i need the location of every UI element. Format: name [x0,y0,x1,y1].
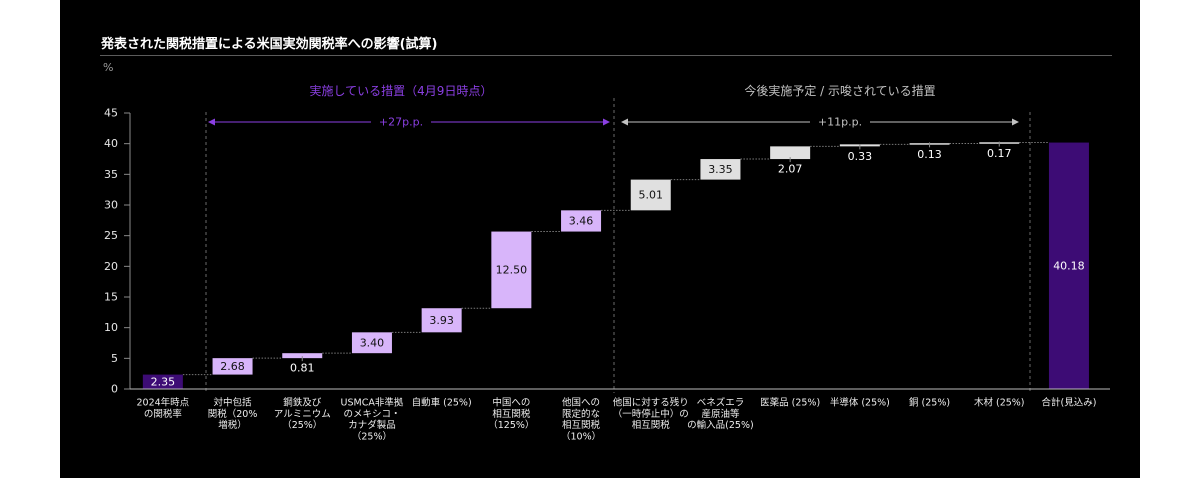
x-tick-label-1-line-0: 対中包括 [214,397,253,409]
x-tick-label-6-line-3: （10%） [561,430,601,442]
group-change-label-implemented: +27p.p. [379,116,423,129]
y-tick-label-10: 10 [104,321,118,334]
x-tick-label-1-line-2: 増税） [218,419,247,431]
x-tick-label-9-line-0: 医薬品 (25%) [760,397,820,409]
value-label-13: 40.18 [1053,259,1085,272]
bar-base-0 [142,374,183,389]
value-label-8: 3.35 [708,163,733,176]
bar-total-13 [1048,142,1089,389]
group-title-implemented: 実施している措置（4月9日時点） [310,83,493,98]
x-tick-label-3-line-3: （25%） [352,430,392,442]
group-change-label-planned: +11p.p. [818,116,862,129]
x-tick-label-7-line-1: （一時停止中）の [613,408,689,420]
bar-planned-8 [700,159,741,180]
x-tick-label-13: 合計(見込み) [1041,397,1096,409]
x-tick-label-9: 医薬品 (25%) [760,397,820,409]
bar-implemented-5 [491,231,532,309]
x-tick-label-13-line-0: 合計(見込み) [1041,397,1096,409]
x-tick-label-5-line-1: 相互関税 [492,408,531,420]
x-tick-label-7-line-0: 他国に対する残り [613,397,689,409]
value-label-3: 3.40 [360,336,385,349]
bar-implemented-6 [561,210,602,232]
value-label-6: 3.46 [569,214,594,227]
value-label-9: 2.07 [778,163,803,176]
x-tick-label-1-line-1: 関税（20% [208,408,258,420]
title-divider [100,55,1112,56]
y-tick-label-5: 5 [111,352,118,365]
x-tick-label-5-line-2: （125%） [488,419,534,431]
x-tick-label-4: 自動車 (25%) [412,397,472,409]
x-tick-label-8-line-2: の輸入品(25%) [687,419,754,431]
bar-implemented-4 [421,308,462,333]
value-label-0: 2.35 [151,375,176,388]
y-axis-unit-label: % [103,61,114,74]
value-label-1: 2.68 [220,360,245,373]
x-tick-label-3-line-0: USMCA非準拠 [341,397,404,409]
x-tick-label-11-line-0: 銅 (25%) [909,397,950,409]
bar-implemented-2 [282,353,323,359]
x-tick-label-11: 銅 (25%) [909,397,950,409]
x-tick-label-4-line-0: 自動車 (25%) [412,397,472,409]
x-tick-label-2-line-2: （25%） [282,419,322,431]
group-span-arrowhead-right-planned [1012,118,1019,126]
y-tick-label-15: 15 [104,291,118,304]
x-tick-label-2-line-1: アルミニウム [274,409,331,420]
x-tick-label-0-line-1: の関税率 [144,408,183,420]
y-tick-label-30: 30 [104,199,118,212]
x-tick-label-0-line-0: 2024年時点 [137,397,190,409]
x-tick-label-5-line-0: 中国への [492,397,530,409]
x-tick-label-10: 半導体 (25%) [830,397,890,409]
y-tick-label-35: 35 [104,168,118,181]
bar-planned-9 [770,146,811,160]
y-tick-label-40: 40 [104,137,118,150]
value-label-5: 12.50 [496,263,528,276]
value-label-11: 0.13 [917,148,942,161]
bar-planned-7 [630,179,671,211]
x-tick-label-8-line-0: ベネズエラ [697,397,745,409]
x-tick-label-8-line-1: 産原油等 [701,408,740,420]
bar-implemented-1 [212,358,253,375]
x-tick-label-12-line-0: 木材 (25%) [974,397,1025,409]
value-label-7: 5.01 [639,188,664,201]
value-label-12: 0.17 [987,147,1012,160]
x-tick-label-6-line-0: 他国への [562,397,600,409]
x-tick-label-12: 木材 (25%) [974,397,1025,409]
group-span-arrowhead-left-planned [621,118,628,126]
group-span-arrowhead-left-implemented [208,118,215,126]
bar-implemented-3 [351,332,392,354]
chart-panel [60,0,1140,478]
x-tick-label-6-line-1: 限定的な [562,408,600,420]
y-tick-label-20: 20 [104,260,118,273]
chart-title: 発表された関税措置による米国実効関税率への影響(試算) [101,37,438,52]
value-label-4: 3.93 [429,314,454,327]
y-tick-label-25: 25 [104,229,118,242]
x-tick-label-3-line-2: カナダ製品 [348,419,396,431]
y-tick-label-45: 45 [104,107,118,120]
x-tick-label-2-line-0: 鋼鉄及び [283,397,322,409]
group-span-arrowhead-right-implemented [603,118,610,126]
x-tick-label-7-line-2: 相互関税 [632,419,671,431]
value-label-10: 0.33 [848,150,873,163]
x-tick-label-6-line-2: 相互関税 [562,419,601,431]
y-tick-label-0: 0 [111,383,118,396]
x-tick-label-10-line-0: 半導体 (25%) [830,397,890,409]
group-title-planned: 今後実施予定 / 示唆されている措置 [744,83,935,98]
x-tick-label-3-line-1: のメキシコ・ [343,409,400,420]
value-label-2: 0.81 [290,362,315,375]
